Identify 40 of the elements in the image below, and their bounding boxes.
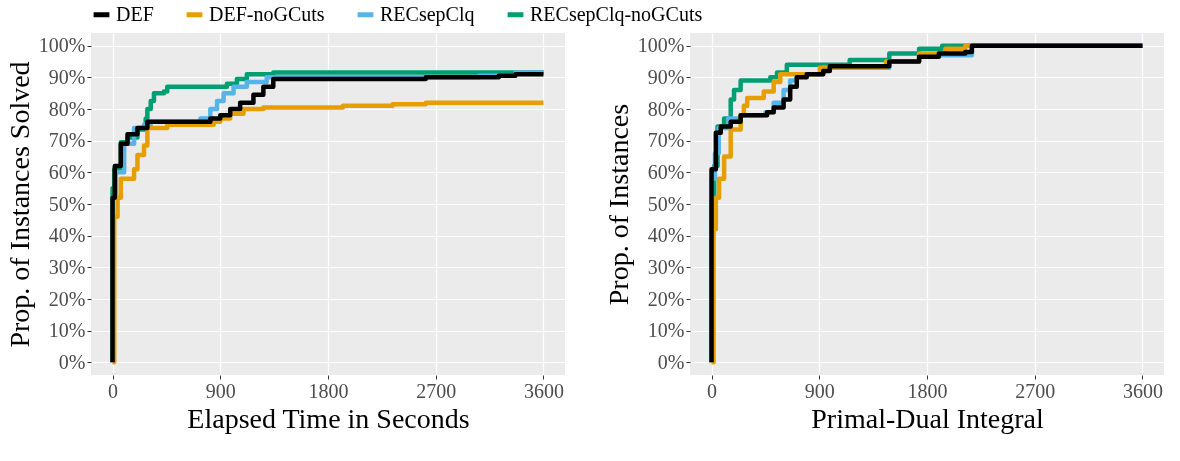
y-tick-label: 60% xyxy=(48,160,86,183)
x-tick-label: 2700 xyxy=(1015,379,1056,402)
y-tick-label: 100% xyxy=(637,34,685,57)
y-tick-label: 20% xyxy=(48,287,86,310)
y-tick-label: 20% xyxy=(647,287,685,310)
x-axis-title: Primal-Dual Integral xyxy=(811,402,1044,434)
y-tick-label: 70% xyxy=(647,129,685,152)
legend-label: RECsepClq xyxy=(380,2,475,26)
x-tick-label: 900 xyxy=(804,379,835,402)
y-tick-label: 10% xyxy=(48,319,86,342)
x-tick-label: 0 xyxy=(108,379,119,402)
legend-label: DEF xyxy=(116,2,154,25)
y-tick-label: 30% xyxy=(48,255,86,278)
x-axis-title: Elapsed Time in Seconds xyxy=(187,402,470,434)
legend-label: RECsepClq-noGCuts xyxy=(530,2,703,26)
y-tick-label: 10% xyxy=(647,319,685,342)
x-tick-label: 0 xyxy=(707,379,718,402)
x-tick-label: 2700 xyxy=(416,379,457,402)
x-tick-label: 3600 xyxy=(523,379,564,402)
y-tick-label: 40% xyxy=(647,224,685,247)
y-tick-label: 80% xyxy=(647,97,685,120)
x-tick-label: 1800 xyxy=(907,379,948,402)
y-tick-label: 70% xyxy=(48,129,86,152)
y-tick-label: 100% xyxy=(38,34,86,57)
y-axis-title: Prop. of Instances xyxy=(602,103,634,306)
legend-label: DEF-noGCuts xyxy=(209,2,325,25)
y-axis-title: Prop. of Instances Solved xyxy=(3,61,35,348)
y-tick-label: 60% xyxy=(647,160,685,183)
y-tick-label: 50% xyxy=(48,192,86,215)
y-tick-label: 90% xyxy=(48,65,86,88)
x-tick-label: 3600 xyxy=(1122,379,1163,402)
y-tick-label: 30% xyxy=(647,255,685,278)
y-tick-label: 0% xyxy=(657,350,685,373)
y-tick-label: 90% xyxy=(647,65,685,88)
y-tick-label: 40% xyxy=(48,224,86,247)
x-tick-label: 900 xyxy=(205,379,236,402)
y-tick-label: 0% xyxy=(58,350,86,373)
x-tick-label: 1800 xyxy=(308,379,349,402)
y-tick-label: 50% xyxy=(647,192,685,215)
y-tick-label: 80% xyxy=(48,97,86,120)
